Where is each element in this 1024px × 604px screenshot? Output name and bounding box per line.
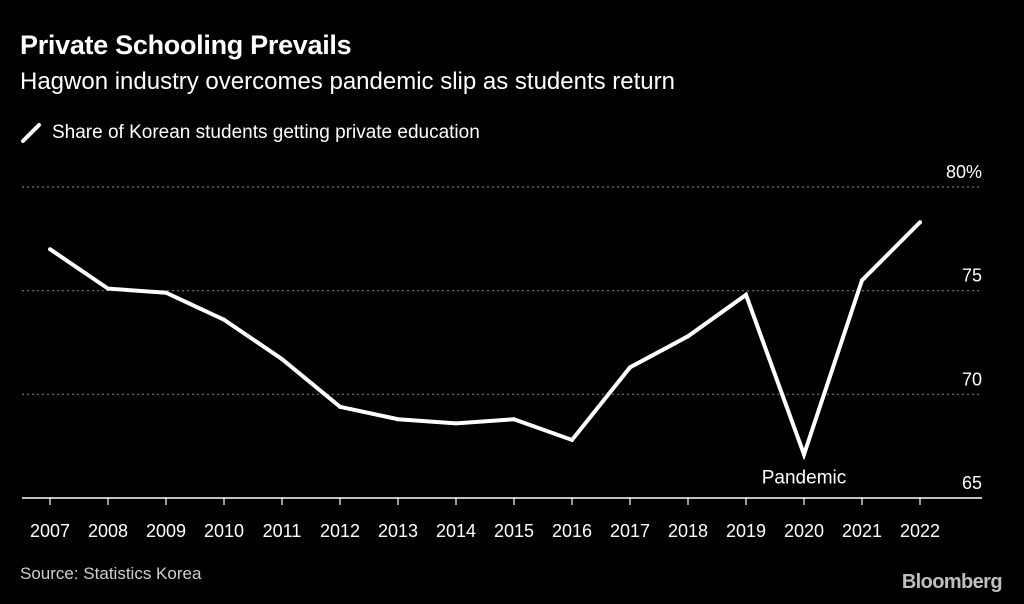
series-layer [48,220,922,461]
annotations: Pandemic [762,467,847,488]
data-point [744,292,748,297]
x-tick-label: 2017 [610,521,650,541]
data-point [106,286,110,291]
y-tick-label: 65 [962,473,982,493]
data-point [338,404,342,409]
legend-label: Share of Korean students getting private… [52,122,480,143]
source-note: Source: Statistics Korea [20,564,202,583]
data-point [802,452,806,457]
data-point [280,357,284,362]
x-tick-label: 2010 [204,521,244,541]
data-point [686,334,690,339]
y-tick-label: 70 [962,369,982,389]
x-tick-label: 2012 [320,521,360,541]
x-tick-label: 2018 [668,521,708,541]
data-point [164,290,168,295]
data-point [628,365,632,370]
data-point [222,317,226,322]
data-point [860,278,864,283]
data-point [48,247,52,252]
y-axis-ticks: 65 70 75 80% [946,162,982,493]
x-tick-label: 2011 [263,521,302,541]
x-tick-label: 2008 [88,521,128,541]
x-tick-label: 2015 [494,521,534,541]
x-tick-label: 2014 [436,521,476,541]
y-tick-label: 80% [946,162,982,182]
data-point [570,437,574,442]
x-tick-label: 2020 [784,521,824,541]
x-tick-label: 2013 [378,521,418,541]
data-point [396,417,400,422]
x-tick-label: 2007 [30,521,70,541]
data-point [454,421,458,426]
legend: Share of Korean students getting private… [20,122,480,144]
chart-title: Private Schooling Prevails [20,30,352,60]
bloomberg-logo: Bloomberg [901,571,1003,593]
x-tick-label: 2016 [552,521,592,541]
gridlines [22,186,982,395]
data-point [918,220,922,225]
x-tick-label: 2022 [900,521,940,541]
annotation-label: Pandemic [762,467,847,488]
x-axis: 2007 2008 2009 2010 2011 2012 2013 2014 2015 2016… [22,497,982,541]
y-tick-label: 75 [962,266,982,286]
series-line [48,220,922,461]
x-tick-label: 2009 [146,521,186,541]
data-point [512,417,516,422]
x-tick-label: 2021 [842,521,882,541]
legend-swatch-icon [21,123,41,143]
chart-subtitle: Hagwon industry overcomes pandemic slip … [20,68,675,95]
x-tick-label: 2019 [726,521,766,541]
